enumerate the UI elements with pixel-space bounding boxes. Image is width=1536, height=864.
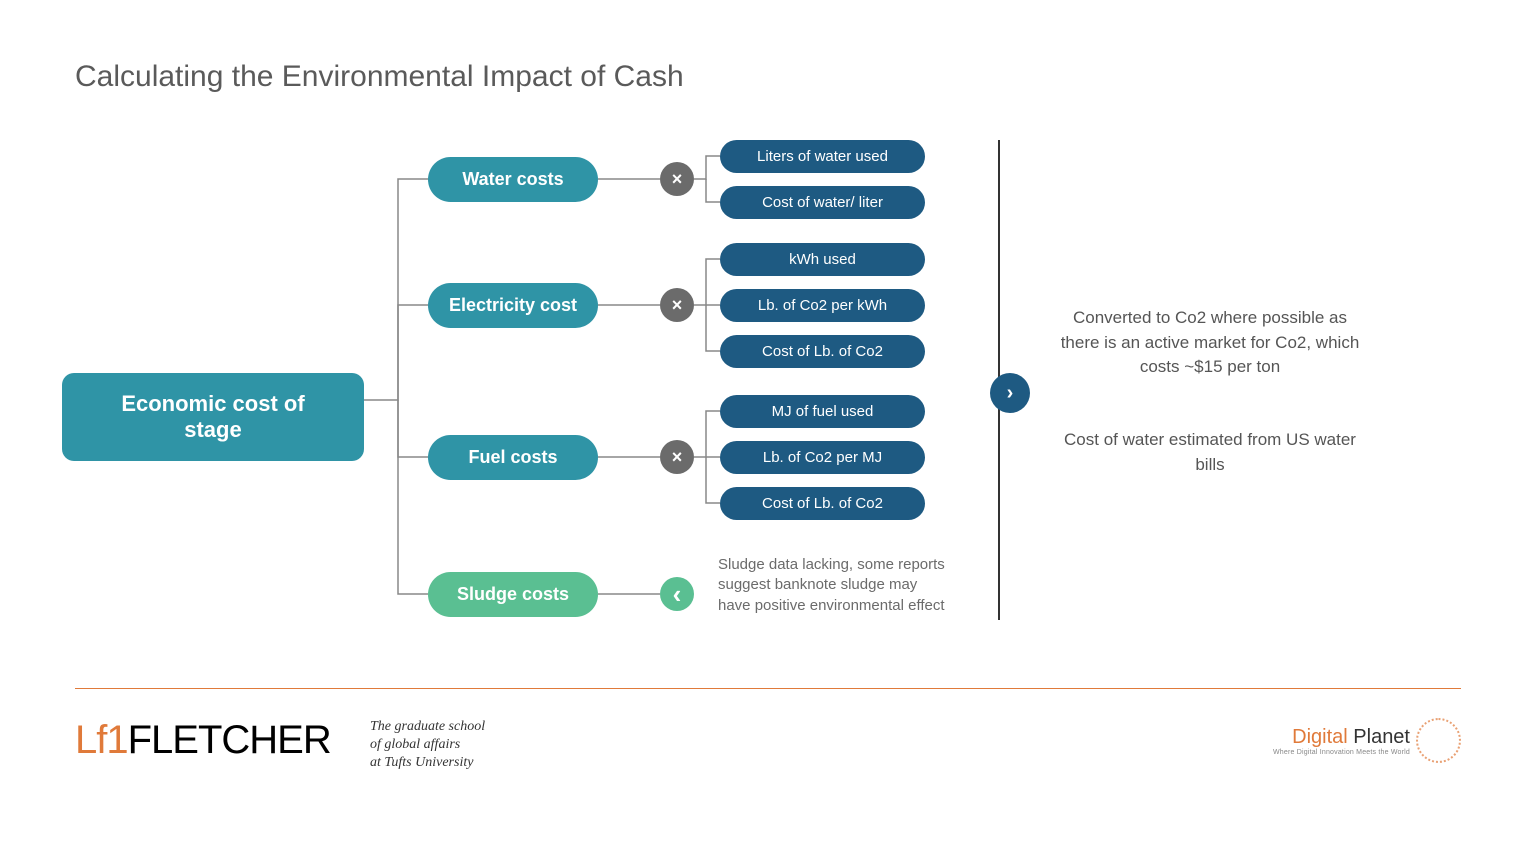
op-symbol: ‹ (673, 579, 682, 610)
category-electricity: Electricity cost (428, 283, 598, 328)
fletcher-prefix: Lf1 (75, 718, 128, 763)
leaf-label: MJ of fuel used (772, 403, 874, 420)
dp-word2: Planet (1353, 726, 1410, 748)
chevron-left-icon: ‹ (660, 577, 694, 611)
dp-word1: Digital (1292, 726, 1348, 748)
op-symbol: × (672, 447, 683, 468)
tufts-tagline: The graduate school of global affairs at… (370, 718, 485, 773)
right-note-co2: Converted to Co2 where possible as there… (1060, 306, 1360, 380)
page-title: Calculating the Environmental Impact of … (75, 60, 684, 94)
leaf-mj-fuel: MJ of fuel used (720, 395, 925, 428)
chevron-right-icon: › (990, 373, 1030, 413)
leaf-label: Lb. of Co2 per kWh (758, 297, 887, 314)
multiply-icon: × (660, 440, 694, 474)
category-sludge-label: Sludge costs (457, 584, 569, 604)
dp-sub: Where Digital Innovation Meets the World (1273, 749, 1410, 756)
right-note-water: Cost of water estimated from US water bi… (1060, 428, 1360, 477)
tufts-line3: at Tufts University (370, 754, 485, 772)
leaf-liters-water: Liters of water used (720, 140, 925, 173)
leaf-kwh: kWh used (720, 243, 925, 276)
fletcher-name: FLETCHER (128, 718, 331, 763)
right-note-text: Cost of water estimated from US water bi… (1064, 430, 1356, 474)
leaf-label: Cost of Lb. of Co2 (762, 495, 883, 512)
root-label: Economic cost of stage (121, 391, 304, 442)
category-electricity-label: Electricity cost (449, 295, 577, 315)
digital-planet-logo: Digital Planet Where Digital Innovation … (1273, 718, 1461, 763)
leaf-co2-kwh: Lb. of Co2 per kWh (720, 289, 925, 322)
category-sludge: Sludge costs (428, 572, 598, 617)
leaf-label: Cost of Lb. of Co2 (762, 343, 883, 360)
leaf-label: Cost of water/ liter (762, 194, 883, 211)
op-symbol: × (672, 295, 683, 316)
category-water-label: Water costs (462, 169, 563, 189)
sludge-note-text: Sludge data lacking, some reports sugges… (718, 556, 945, 614)
multiply-icon: × (660, 288, 694, 322)
sludge-note: Sludge data lacking, some reports sugges… (718, 555, 948, 616)
leaf-cost-co2-f: Cost of Lb. of Co2 (720, 487, 925, 520)
leaf-label: Liters of water used (757, 148, 888, 165)
leaf-cost-co2-e: Cost of Lb. of Co2 (720, 335, 925, 368)
tufts-line2: of global affairs (370, 736, 485, 754)
tufts-line1: The graduate school (370, 718, 485, 736)
right-note-text: Converted to Co2 where possible as there… (1061, 308, 1360, 376)
fletcher-logo: Lf1FLETCHER (75, 718, 331, 763)
category-water: Water costs (428, 157, 598, 202)
leaf-label: kWh used (789, 251, 856, 268)
category-fuel-label: Fuel costs (468, 447, 557, 467)
op-symbol: × (672, 169, 683, 190)
leaf-label: Lb. of Co2 per MJ (763, 449, 882, 466)
leaf-co2-mj: Lb. of Co2 per MJ (720, 441, 925, 474)
root-node: Economic cost of stage (62, 373, 364, 461)
arrow-symbol: › (1007, 382, 1014, 405)
leaf-cost-water: Cost of water/ liter (720, 186, 925, 219)
category-fuel: Fuel costs (428, 435, 598, 480)
globe-icon (1416, 718, 1461, 763)
multiply-icon: × (660, 162, 694, 196)
footer-rule (75, 688, 1461, 689)
